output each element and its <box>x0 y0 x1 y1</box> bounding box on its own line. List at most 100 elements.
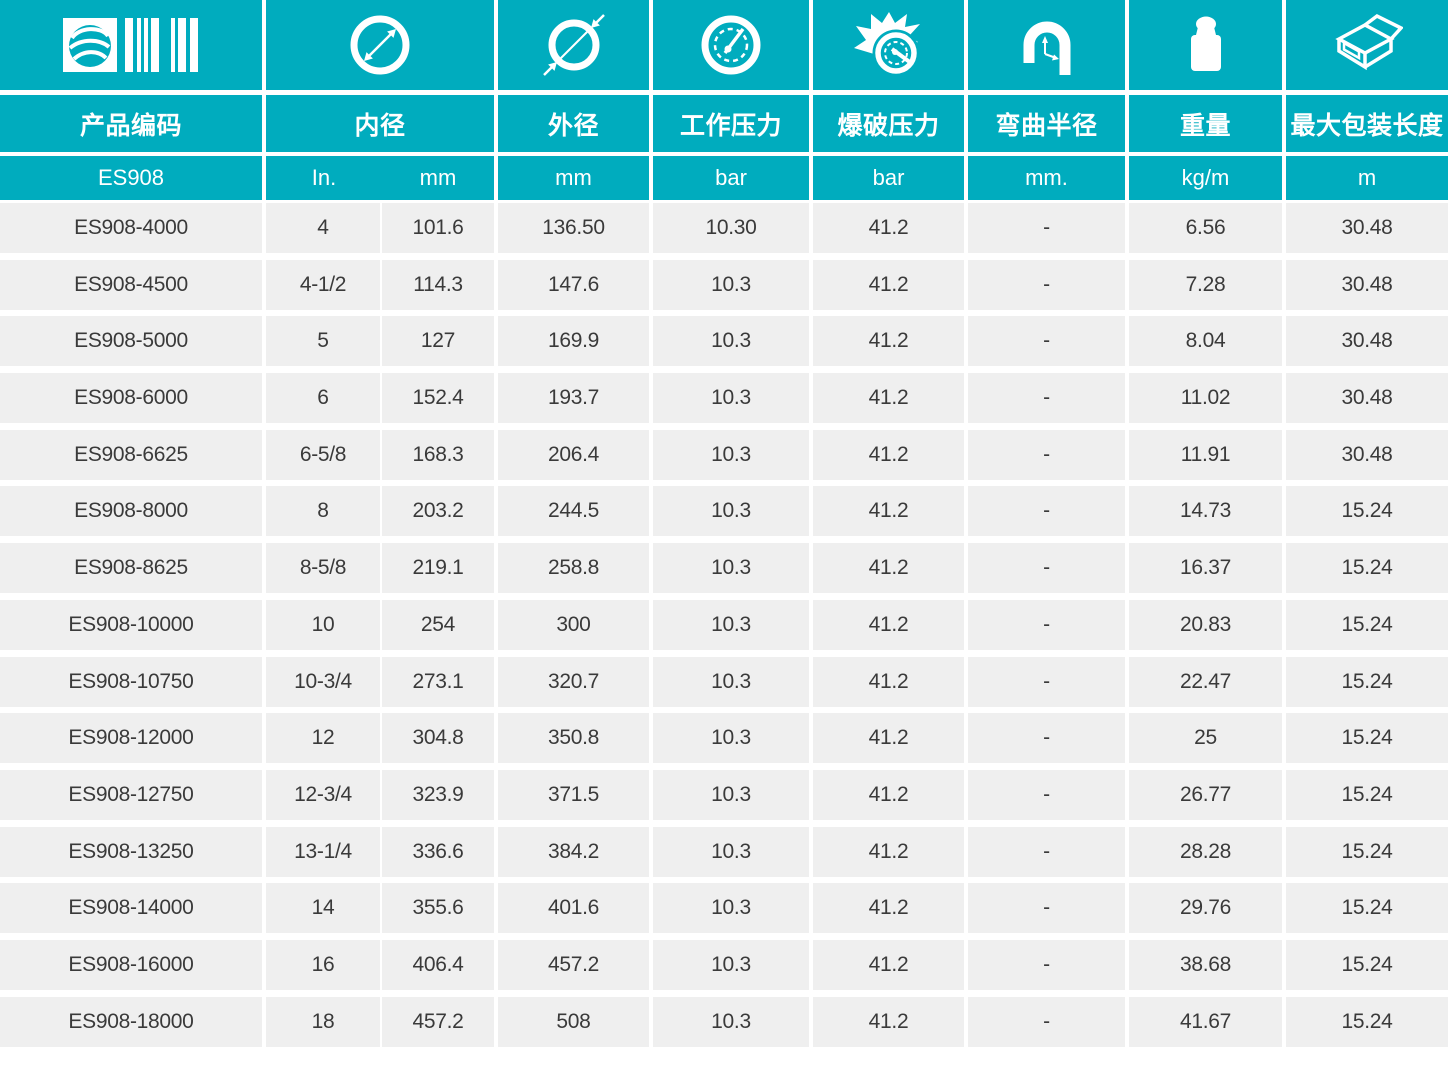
cell-weight: 22.47 <box>1129 656 1282 707</box>
outer-diameter-icon <box>540 11 608 79</box>
table-row: ES908-4500 4-1/2 114.3 147.6 10.3 41.2 -… <box>0 259 1449 310</box>
table-row: ES908-8625 8-5/8 219.1 258.8 10.3 41.2 -… <box>0 543 1449 594</box>
cell-max-package-length: 15.24 <box>1286 939 1448 990</box>
header-product-code: 产品编码 <box>0 95 262 152</box>
cell-product-code: ES908-18000 <box>0 996 262 1047</box>
package-box-icon <box>1331 13 1403 77</box>
table-row: ES908-10000 10 254 300 10.3 41.2 - 20.83… <box>0 599 1449 650</box>
cell-product-code: ES908-6625 <box>0 429 262 480</box>
cell-working-pressure: 10.3 <box>653 429 809 480</box>
cell-weight: 8.04 <box>1129 316 1282 367</box>
cell-inner-diameter-in: 6-5/8 <box>266 429 380 480</box>
cell-inner-diameter-mm: 323.9 <box>382 769 494 820</box>
unit-bend-radius: mm. <box>968 156 1125 200</box>
cell-working-pressure: 10.3 <box>653 656 809 707</box>
cell-product-code: ES908-8000 <box>0 486 262 537</box>
table-row: ES908-18000 18 457.2 508 10.3 41.2 - 41.… <box>0 996 1449 1047</box>
cell-working-pressure: 10.3 <box>653 713 809 764</box>
working-pressure-gauge-icon <box>698 12 764 78</box>
cell-outer-diameter: 401.6 <box>498 883 649 934</box>
cell-burst-pressure: 41.2 <box>813 713 964 764</box>
cell-product-code: ES908-4500 <box>0 259 262 310</box>
cell-weight: 29.76 <box>1129 883 1282 934</box>
cell-outer-diameter: 244.5 <box>498 486 649 537</box>
cell-weight: 20.83 <box>1129 599 1282 650</box>
cell-working-pressure: 10.3 <box>653 373 809 424</box>
cell-bend-radius: - <box>968 486 1125 537</box>
cell-bend-radius: - <box>968 543 1125 594</box>
cell-inner-diameter-mm: 219.1 <box>382 543 494 594</box>
unit-weight: kg/m <box>1129 156 1282 200</box>
table-row: ES908-10750 10-3/4 273.1 320.7 10.3 41.2… <box>0 656 1449 707</box>
cell-burst-pressure: 41.2 <box>813 599 964 650</box>
burst-pressure-icon <box>853 12 924 78</box>
cell-outer-diameter: 258.8 <box>498 543 649 594</box>
unit-working-pressure: bar <box>653 156 809 200</box>
cell-burst-pressure: 41.2 <box>813 656 964 707</box>
inner-diameter-icon <box>346 11 414 79</box>
cell-inner-diameter-mm: 114.3 <box>382 259 494 310</box>
unit-outer-diameter: mm <box>498 156 649 200</box>
header-outer-diameter: 外径 <box>498 95 649 152</box>
cell-weight: 38.68 <box>1129 939 1282 990</box>
cell-inner-diameter-in: 5 <box>266 316 380 367</box>
cell-inner-diameter-in: 16 <box>266 939 380 990</box>
header-working-pressure: 工作压力 <box>653 95 809 152</box>
cell-max-package-length: 15.24 <box>1286 656 1448 707</box>
cell-max-package-length: 15.24 <box>1286 599 1448 650</box>
cell-max-package-length: 15.24 <box>1286 769 1448 820</box>
cell-product-code: ES908-16000 <box>0 939 262 990</box>
cell-inner-diameter-in: 4 <box>266 203 380 253</box>
table-row: ES908-16000 16 406.4 457.2 10.3 41.2 - 3… <box>0 939 1449 990</box>
cell-bend-radius: - <box>968 883 1125 934</box>
cell-weight: 14.73 <box>1129 486 1282 537</box>
cell-working-pressure: 10.3 <box>653 883 809 934</box>
cell-product-code: ES908-8625 <box>0 543 262 594</box>
icon-cell-working-pressure <box>653 0 809 90</box>
cell-inner-diameter-mm: 101.6 <box>382 203 494 253</box>
cell-weight: 26.77 <box>1129 769 1282 820</box>
cell-max-package-length: 15.24 <box>1286 486 1448 537</box>
cell-burst-pressure: 41.2 <box>813 203 964 253</box>
header-weight: 重量 <box>1129 95 1282 152</box>
header-bend-radius: 弯曲半径 <box>968 95 1125 152</box>
cell-bend-radius: - <box>968 203 1125 253</box>
header-inner-diameter: 内径 <box>266 95 494 152</box>
cell-burst-pressure: 41.2 <box>813 996 964 1047</box>
table-row: ES908-6625 6-5/8 168.3 206.4 10.3 41.2 -… <box>0 429 1449 480</box>
cell-inner-diameter-in: 13-1/4 <box>266 826 380 877</box>
cell-burst-pressure: 41.2 <box>813 486 964 537</box>
cell-working-pressure: 10.3 <box>653 316 809 367</box>
cell-burst-pressure: 41.2 <box>813 769 964 820</box>
cell-working-pressure: 10.3 <box>653 939 809 990</box>
cell-inner-diameter-in: 8 <box>266 486 380 537</box>
cell-weight: 41.67 <box>1129 996 1282 1047</box>
cell-product-code: ES908-12750 <box>0 769 262 820</box>
cell-inner-diameter-mm: 304.8 <box>382 713 494 764</box>
cell-max-package-length: 30.48 <box>1286 373 1448 424</box>
cell-bend-radius: - <box>968 826 1125 877</box>
units-row: ES908 In. mm mm bar bar mm. kg/m m <box>0 156 1449 200</box>
cell-outer-diameter: 371.5 <box>498 769 649 820</box>
cell-product-code: ES908-14000 <box>0 883 262 934</box>
cell-outer-diameter: 193.7 <box>498 373 649 424</box>
cell-inner-diameter-in: 10-3/4 <box>266 656 380 707</box>
unit-max-package-length: m <box>1286 156 1448 200</box>
cell-weight: 28.28 <box>1129 826 1282 877</box>
cell-inner-diameter-mm: 127 <box>382 316 494 367</box>
icon-cell-inner-diameter <box>266 0 494 90</box>
cell-weight: 11.91 <box>1129 429 1282 480</box>
header-max-package-length: 最大包装长度 <box>1286 95 1448 152</box>
weight-icon <box>1174 13 1238 77</box>
cell-burst-pressure: 41.2 <box>813 429 964 480</box>
cell-working-pressure: 10.3 <box>653 543 809 594</box>
cell-burst-pressure: 41.2 <box>813 543 964 594</box>
cell-inner-diameter-mm: 152.4 <box>382 373 494 424</box>
cell-max-package-length: 30.48 <box>1286 429 1448 480</box>
cell-inner-diameter-in: 6 <box>266 373 380 424</box>
cell-burst-pressure: 41.2 <box>813 883 964 934</box>
cell-bend-radius: - <box>968 599 1125 650</box>
unit-burst-pressure: bar <box>813 156 964 200</box>
cell-inner-diameter-mm: 254 <box>382 599 494 650</box>
cell-working-pressure: 10.3 <box>653 486 809 537</box>
